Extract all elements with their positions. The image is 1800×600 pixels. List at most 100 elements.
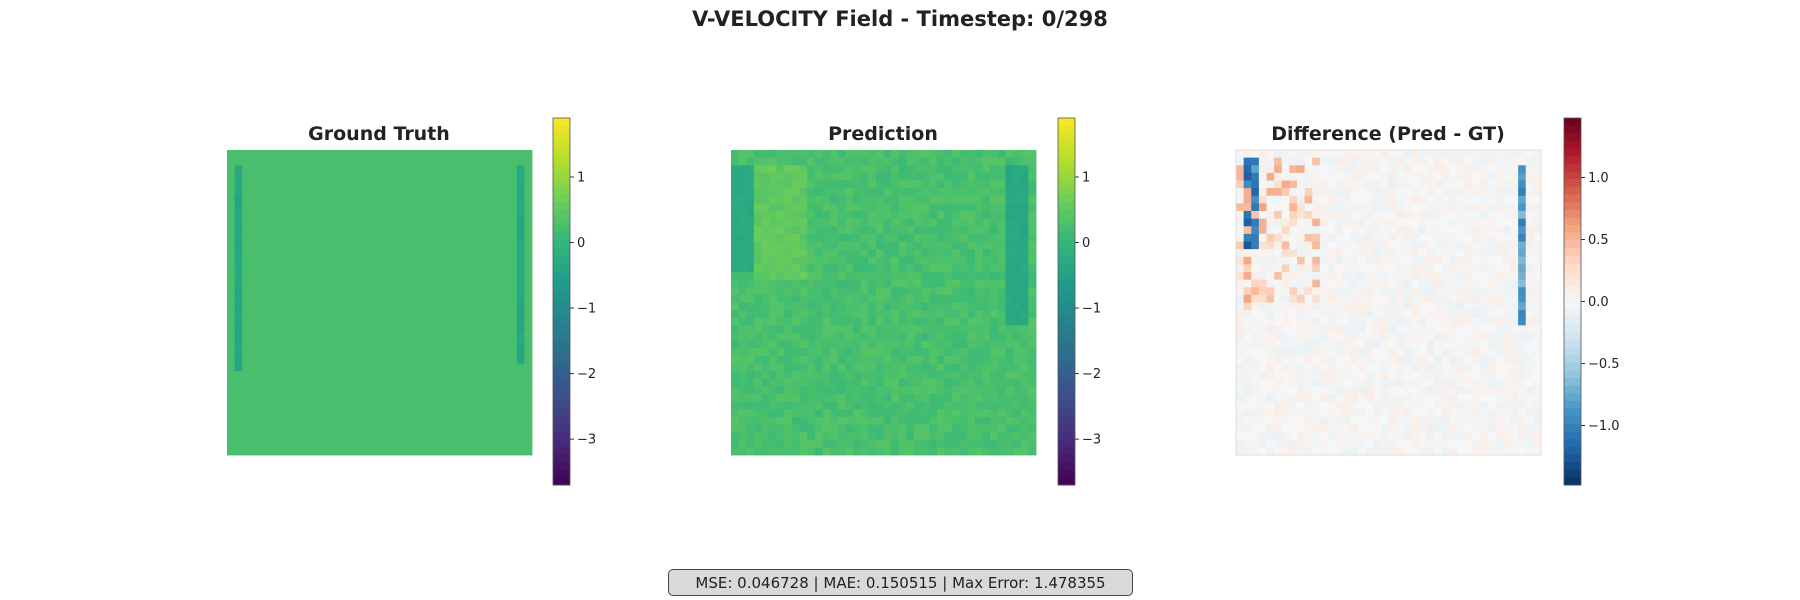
colorbar-band (553, 385, 570, 394)
heatmap-cell (440, 340, 449, 349)
heatmap-cell (761, 150, 770, 159)
heatmap-cell (1028, 264, 1037, 273)
heatmap-cell (333, 386, 342, 395)
heatmap-cell (814, 195, 823, 204)
heatmap-cell (455, 287, 464, 296)
heatmap-cell (455, 165, 464, 174)
heatmap-cell (387, 325, 396, 334)
heatmap-cell (364, 226, 373, 235)
heatmap-cell (257, 272, 266, 281)
heatmap-cell (1449, 333, 1458, 342)
heatmap-cell (394, 150, 403, 159)
heatmap-cell (432, 233, 441, 242)
heatmap-cell (1274, 371, 1283, 380)
heatmap-cell (853, 203, 862, 212)
heatmap-cell (1502, 203, 1511, 212)
heatmap-cell (807, 256, 816, 265)
heatmap-cell (1472, 211, 1481, 220)
heatmap-cell (371, 363, 380, 372)
heatmap-cell (738, 203, 747, 212)
heatmap-cell (249, 279, 258, 288)
heatmap-cell (1243, 188, 1252, 197)
heatmap-cell (959, 325, 968, 334)
heatmap-cell (417, 211, 426, 220)
heatmap-cell (929, 249, 938, 258)
heatmap-cell (731, 447, 740, 456)
heatmap-cell (906, 157, 915, 166)
heatmap-cell (227, 272, 236, 281)
heatmap-cell (379, 180, 388, 189)
heatmap-cell (1487, 294, 1496, 303)
heatmap-cell (486, 416, 495, 425)
heatmap-cell (1335, 439, 1344, 448)
heatmap-cell (1388, 386, 1397, 395)
heatmap-cell (982, 447, 991, 456)
heatmap-cell (310, 241, 319, 250)
heatmap-cell (1020, 386, 1029, 395)
heatmap-cell (509, 409, 518, 418)
heatmap-cell (402, 325, 411, 334)
heatmap-cell (318, 188, 327, 197)
heatmap-cell (906, 355, 915, 364)
heatmap-cell (1441, 165, 1450, 174)
heatmap-cell (975, 241, 984, 250)
heatmap-cell (501, 302, 510, 311)
heatmap-cell (1403, 317, 1412, 326)
heatmap-cell (387, 378, 396, 387)
heatmap-cell (1358, 233, 1367, 242)
heatmap-cell (227, 165, 236, 174)
heatmap-cell (295, 233, 304, 242)
heatmap-cell (1335, 333, 1344, 342)
heatmap-cell (1258, 386, 1267, 395)
heatmap-cell (295, 416, 304, 425)
heatmap-cell (906, 333, 915, 342)
heatmap-cell (471, 302, 480, 311)
heatmap-cell (1487, 432, 1496, 441)
heatmap-cell (746, 294, 755, 303)
heatmap-cell (364, 165, 373, 174)
heatmap-cell (776, 233, 785, 242)
heatmap-cell (1358, 325, 1367, 334)
heatmap-cell (898, 432, 907, 441)
heatmap-cell (272, 363, 281, 372)
heatmap-cell (769, 188, 778, 197)
heatmap-cell (1297, 233, 1306, 242)
heatmap-cell (761, 218, 770, 227)
heatmap-cell (837, 249, 846, 258)
heatmap-cell (959, 310, 968, 319)
heatmap-cell (1464, 188, 1473, 197)
heatmap-cell (799, 386, 808, 395)
mse-value: 0.046728 (737, 573, 809, 592)
heatmap-cell (814, 180, 823, 189)
heatmap-cell (1243, 333, 1252, 342)
heatmap-cell (272, 180, 281, 189)
heatmap-cell (1426, 401, 1435, 410)
heatmap-cell (1327, 203, 1336, 212)
heatmap-cell (1510, 432, 1519, 441)
heatmap-cell (959, 157, 968, 166)
heatmap-cell (1289, 378, 1298, 387)
heatmap-cell (769, 150, 778, 159)
heatmap-cell (1365, 233, 1374, 242)
heatmap-cell (1518, 218, 1527, 227)
heatmap-cell (509, 424, 518, 433)
heatmap-cell (929, 401, 938, 410)
heatmap-cell (898, 325, 907, 334)
heatmap-cell (1274, 272, 1283, 281)
heatmap-cell (455, 264, 464, 273)
heatmap-cell (982, 211, 991, 220)
heatmap-cell (906, 317, 915, 326)
heatmap-cell (310, 150, 319, 159)
heatmap-cell (1441, 218, 1450, 227)
heatmap-cell (1013, 279, 1022, 288)
heatmap-cell (1403, 416, 1412, 425)
heatmap-cell (234, 325, 243, 334)
heatmap-cell (410, 424, 419, 433)
heatmap-cell (524, 439, 533, 448)
heatmap-cell (914, 264, 923, 273)
heatmap-cell (868, 256, 877, 265)
heatmap-cell (1281, 310, 1290, 319)
heatmap-cell (295, 279, 304, 288)
heatmap-cell (1525, 188, 1534, 197)
heatmap-cell (830, 355, 839, 364)
